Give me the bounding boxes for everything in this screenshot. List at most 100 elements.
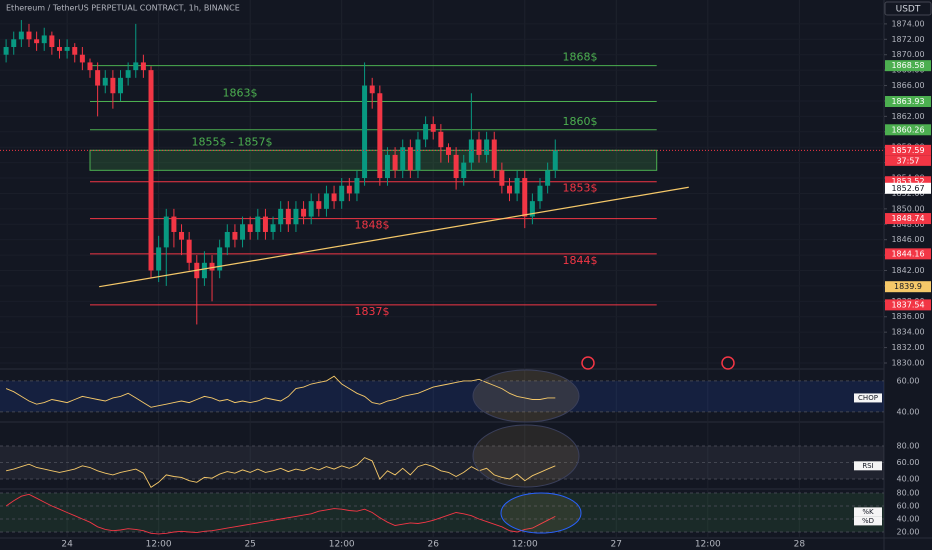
y-tick-label: 60.00 [897,376,920,385]
indicator-line [5,375,556,408]
candle-body [369,85,375,94]
level-label: 1868$ [563,51,598,64]
candle-body [26,31,32,40]
candle-body [255,216,261,232]
candle-body [346,185,352,194]
candle-body [453,154,459,179]
candle-body [49,35,55,48]
symbol-title: Ethereum / TetherUS PERPETUAL CONTRACT, … [6,4,240,13]
x-tick-label: 12:00 [329,540,355,550]
candle-body [331,193,337,202]
y-tick-label: 40.00 [897,475,920,484]
candle-body [278,208,284,225]
candle-body [476,139,482,155]
x-tick-label: 25 [244,540,255,550]
price-tag-label: 1848.74 [891,214,924,223]
y-tick-label: 1866.00 [891,81,924,90]
candle-body [95,70,101,86]
level-label: 1837$ [355,305,390,318]
price-tag [885,95,931,107]
candle-body [507,185,513,194]
candle-body [240,224,246,240]
price-tag [885,124,931,136]
candle-body [56,47,62,51]
candle-body [140,62,146,71]
candle-body [384,154,390,179]
candle-body [377,93,383,179]
candle-body [125,70,131,78]
candle-body [522,178,528,217]
x-tick-label: 27 [611,540,622,550]
level-label: 1853$ [563,182,598,195]
price-tag [885,176,931,188]
x-tick-label: 12:00 [512,540,538,550]
candle-body [430,124,436,132]
candle-body [529,201,535,217]
candle-body [270,224,276,232]
y-tick-label: 1830.00 [891,358,924,367]
event-icon[interactable] [721,356,735,370]
candle-body [232,231,238,240]
y-tick-label: 80.00 [897,488,920,497]
price-tag [885,60,931,72]
candle-body [491,139,497,171]
event-icon[interactable] [581,356,595,370]
candle-body [415,139,421,171]
candle-body [445,147,451,155]
pane-label-box [854,461,882,471]
y-tick-label: 20.00 [897,527,920,536]
candle-body [34,39,40,44]
y-tick-label: 1836.00 [891,312,924,321]
y-tick-label: 60.00 [897,501,920,510]
price-tag [885,281,931,293]
indicator-line [5,493,556,535]
currency-box[interactable] [884,1,932,16]
pane-label-box [854,393,882,403]
price-tag-label: 1868.58 [891,61,924,70]
candle-body [537,185,543,202]
candle-body [301,208,307,217]
candle-body [308,201,314,217]
candle-body [323,193,329,209]
pane-band [0,380,884,412]
pane-band [0,492,884,532]
candle-body [407,147,413,171]
price-tag [885,182,931,194]
candle-body [285,208,291,225]
candle-body [293,208,299,225]
price-tag-label: 1852.67 [891,184,924,193]
y-tick-label: 1848.00 [891,220,924,229]
price-tag-label: 1857.59 [891,146,924,155]
y-tick-label: 1872.00 [891,35,924,44]
countdown: 37:57 [896,156,919,165]
candle-body [87,62,93,71]
y-tick-label: 60.00 [897,458,920,467]
candle-body [133,62,139,71]
candle-body [354,178,360,194]
price-tag [885,144,931,156]
highlight-ellipse [472,424,580,488]
candle-body [79,54,85,63]
y-tick-label: 40.00 [897,407,920,416]
zone-label: 1855$ - 1857$ [192,135,273,148]
candle-body [64,47,70,51]
y-tick-label: 1862.00 [891,112,924,121]
x-tick-label: 12:00 [695,540,721,550]
candle-body [72,47,78,55]
candle-body [102,77,108,86]
level-label: 1848$ [355,219,390,232]
candle-body [41,35,47,44]
candle-body [316,201,322,209]
y-tick-label: 1834.00 [891,328,924,337]
y-tick-label: 1874.00 [891,19,924,28]
price-tag [885,299,931,311]
candle-body [484,139,490,155]
candle-body [18,31,24,40]
candle-body [339,185,345,202]
y-tick-label: 40.00 [897,514,920,523]
y-tick-label: 1842.00 [891,266,924,275]
candle-body [217,247,223,271]
candle-body [499,170,505,186]
